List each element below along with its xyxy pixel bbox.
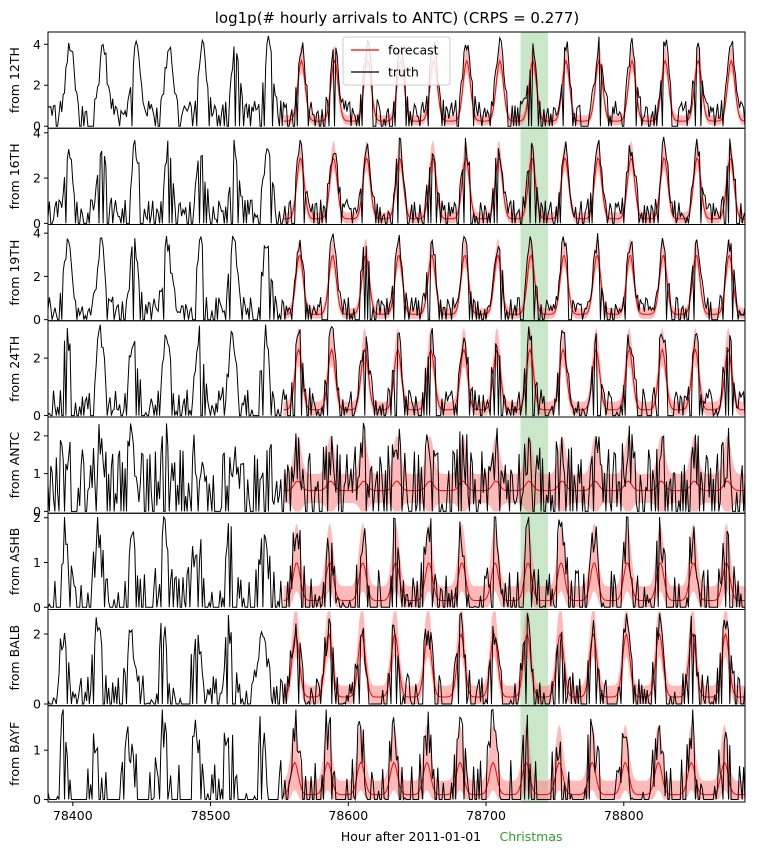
panel-5: 0 1 2 from ANTC — [7, 416, 746, 519]
legend-label: forecast — [388, 43, 439, 58]
panel-8: 0 1 from BAYF — [7, 705, 746, 807]
y-tick-label: 0 — [33, 408, 41, 423]
truth-line — [47, 233, 746, 321]
truth-line — [47, 324, 746, 418]
y-tick-label: 0 — [33, 792, 41, 807]
panel-ylabel: from 24TH — [7, 336, 22, 402]
legend: forecast truth — [342, 36, 451, 86]
panel-ylabel: from 16TH — [7, 143, 22, 209]
y-tick-label: 0 — [33, 216, 41, 231]
forecast-line — [283, 761, 746, 796]
truth-line — [47, 422, 746, 512]
y-tick-label: 4 — [33, 226, 41, 241]
y-tick-label: 2 — [33, 171, 41, 186]
y-tick-label: 2 — [33, 269, 41, 284]
forecast-band — [283, 524, 745, 608]
panel-frame — [47, 705, 746, 803]
y-tick-label: 1 — [33, 743, 41, 758]
truth-line — [47, 708, 746, 802]
legend-box — [342, 36, 451, 86]
truth-line — [47, 136, 746, 224]
christmas-label: Christmas — [499, 829, 562, 844]
y-tick-label: 0 — [33, 312, 41, 327]
panel-ylabel: from BALB — [7, 625, 22, 691]
y-tick-label: 1 — [33, 555, 41, 570]
y-tick-label: 4 — [33, 37, 41, 52]
panel-ylabel: from ASHB — [7, 528, 22, 596]
panel-ylabel: from BAYF — [7, 722, 22, 786]
x-tick-label: 78700 — [466, 808, 506, 823]
y-tick-label: 1 — [33, 466, 41, 481]
panel-7: 0 2 from BALB — [7, 609, 746, 712]
panel-3: 0 2 4 from 19TH — [7, 224, 746, 327]
y-tick-label: 2 — [33, 351, 41, 366]
x-tick-label: 78600 — [328, 808, 368, 823]
x-tick-label: 78500 — [191, 808, 231, 823]
forecast-line — [283, 480, 745, 492]
x-axis: 78400 78500 78600 78700 78800 — [53, 802, 644, 823]
y-tick-label: 0 — [33, 504, 41, 519]
y-tick-label: 2 — [33, 78, 41, 93]
y-tick-label: 0 — [33, 119, 41, 134]
legend-label: truth — [388, 65, 419, 80]
forecast-band — [283, 327, 745, 416]
y-tick-label: 0 — [33, 600, 41, 615]
chart-title: log1p(# hourly arrivals to ANTC) (CRPS =… — [215, 9, 579, 27]
y-tick-label: 2 — [33, 510, 41, 525]
x-tick-label: 78400 — [53, 808, 93, 823]
panel-6: 0 1 2 from ASHB — [7, 510, 746, 615]
truth-line — [47, 612, 746, 706]
forecast-line — [283, 347, 745, 411]
x-axis-label: Hour after 2011-01-01 — [341, 829, 481, 844]
y-tick-label: 4 — [33, 125, 41, 140]
x-tick-label: 78800 — [604, 808, 644, 823]
y-tick-label: 0 — [33, 697, 41, 712]
panel-ylabel: from ANTC — [7, 432, 22, 499]
y-tick-label: 2 — [33, 428, 41, 443]
truth-line — [47, 515, 745, 609]
y-tick-label: 2 — [33, 627, 41, 642]
panel-ylabel: from 19TH — [7, 240, 22, 306]
panel-2: 0 2 4 from 16TH — [7, 125, 746, 231]
panel-ylabel: from 12TH — [7, 47, 22, 113]
panel-4: 0 2 from 24TH — [7, 320, 746, 423]
forecast-band — [283, 238, 745, 319]
